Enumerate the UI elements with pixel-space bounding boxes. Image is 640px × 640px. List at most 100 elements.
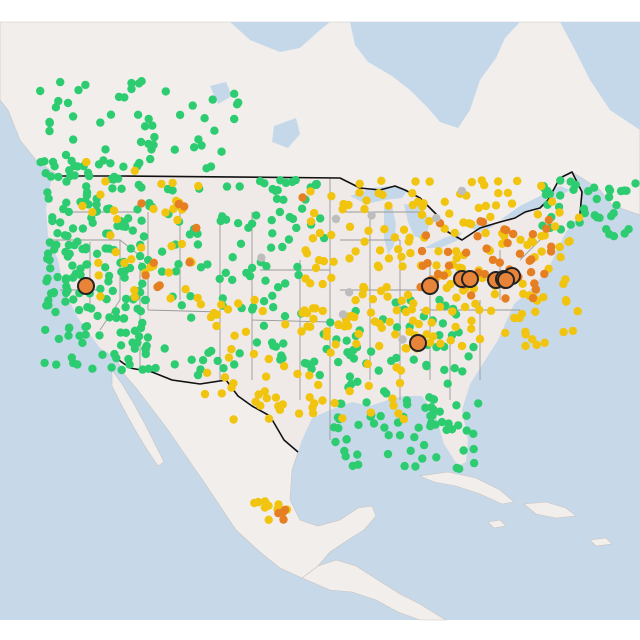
station-point-good[interactable] <box>193 240 203 249</box>
station-point-moderate[interactable] <box>388 394 397 403</box>
station-point-moderate[interactable] <box>130 286 139 295</box>
station-point-good[interactable] <box>45 238 55 247</box>
station-point-moderate[interactable] <box>425 177 434 186</box>
station-point-moderate[interactable] <box>503 188 513 198</box>
station-point-moderate[interactable] <box>327 273 336 282</box>
station-point-good[interactable] <box>54 172 63 182</box>
station-point-good[interactable] <box>400 461 409 471</box>
station-point-good[interactable] <box>259 321 269 330</box>
station-point-moderate[interactable] <box>168 178 177 188</box>
station-point-good[interactable] <box>589 183 599 192</box>
hotspot-marker[interactable] <box>421 277 439 295</box>
station-point-moderate[interactable] <box>364 226 373 235</box>
station-point-good[interactable] <box>108 286 118 296</box>
station-point-good[interactable] <box>177 301 186 310</box>
station-point-offline[interactable] <box>257 253 266 262</box>
station-point-good[interactable] <box>117 365 126 375</box>
station-point-good[interactable] <box>432 453 441 462</box>
station-point-sensitive[interactable] <box>480 269 489 279</box>
station-point-good[interactable] <box>228 275 237 285</box>
station-point-good[interactable] <box>81 80 90 90</box>
station-point-good[interactable] <box>135 158 144 168</box>
station-point-moderate[interactable] <box>432 261 441 270</box>
station-point-moderate[interactable] <box>305 371 314 380</box>
station-point-good[interactable] <box>120 273 129 282</box>
station-point-good[interactable] <box>426 422 435 431</box>
station-point-moderate[interactable] <box>405 327 414 336</box>
station-point-good[interactable] <box>235 349 244 358</box>
station-point-good[interactable] <box>217 147 226 156</box>
station-point-good[interactable] <box>43 274 52 283</box>
station-point-moderate[interactable] <box>261 372 271 381</box>
station-point-moderate[interactable] <box>521 330 530 339</box>
station-point-sensitive[interactable] <box>473 232 482 241</box>
station-point-good[interactable] <box>193 370 203 380</box>
station-point-moderate[interactable] <box>230 331 239 340</box>
station-point-good[interactable] <box>106 159 115 168</box>
station-point-good[interactable] <box>291 175 300 185</box>
station-point-moderate[interactable] <box>250 295 259 305</box>
station-point-moderate[interactable] <box>161 208 170 217</box>
station-point-good[interactable] <box>278 242 287 252</box>
station-point-sensitive[interactable] <box>525 256 534 265</box>
station-point-good[interactable] <box>440 365 449 375</box>
station-point-sensitive[interactable] <box>153 282 162 292</box>
station-point-good[interactable] <box>310 357 319 366</box>
station-point-good[interactable] <box>276 176 285 185</box>
station-point-good[interactable] <box>556 191 565 200</box>
station-point-good[interactable] <box>203 260 212 269</box>
station-point-moderate[interactable] <box>518 279 527 288</box>
station-point-moderate[interactable] <box>457 341 467 351</box>
station-point-moderate[interactable] <box>531 307 540 316</box>
hotspot-marker[interactable] <box>497 271 515 289</box>
station-point-good[interactable] <box>111 307 121 316</box>
station-point-good[interactable] <box>82 191 92 200</box>
station-point-good[interactable] <box>342 435 351 444</box>
station-point-moderate[interactable] <box>539 293 548 302</box>
station-point-moderate[interactable] <box>111 247 121 257</box>
station-point-moderate[interactable] <box>515 313 524 323</box>
station-point-sensitive[interactable] <box>482 244 491 253</box>
station-point-good[interactable] <box>168 186 177 195</box>
station-point-moderate[interactable] <box>120 258 129 268</box>
station-point-moderate[interactable] <box>127 255 136 264</box>
station-point-moderate[interactable] <box>562 297 571 306</box>
station-point-good[interactable] <box>579 204 589 213</box>
station-point-moderate[interactable] <box>435 302 445 312</box>
station-point-moderate[interactable] <box>421 306 431 315</box>
station-point-moderate[interactable] <box>264 354 273 364</box>
station-point-good[interactable] <box>395 431 405 440</box>
station-point-moderate[interactable] <box>319 257 329 266</box>
station-point-good[interactable] <box>297 204 307 213</box>
station-point-good[interactable] <box>316 214 325 223</box>
station-point-moderate[interactable] <box>411 177 420 186</box>
station-point-good[interactable] <box>222 182 232 191</box>
station-point-moderate[interactable] <box>467 177 476 187</box>
station-point-moderate[interactable] <box>106 231 115 240</box>
station-point-good[interactable] <box>428 411 437 420</box>
station-point-moderate[interactable] <box>355 179 364 188</box>
station-point-moderate[interactable] <box>475 334 485 344</box>
station-point-sensitive[interactable] <box>515 249 525 258</box>
station-point-good[interactable] <box>45 117 54 127</box>
station-point-good[interactable] <box>136 307 145 316</box>
station-point-good[interactable] <box>101 145 110 154</box>
station-point-good[interactable] <box>272 194 282 204</box>
station-point-moderate[interactable] <box>338 414 347 423</box>
station-point-moderate[interactable] <box>382 283 391 292</box>
station-point-good[interactable] <box>260 179 269 188</box>
station-point-good[interactable] <box>186 292 195 301</box>
station-point-good[interactable] <box>566 177 575 186</box>
station-point-good[interactable] <box>234 98 243 107</box>
station-point-moderate[interactable] <box>279 362 289 371</box>
station-point-moderate[interactable] <box>394 245 403 254</box>
station-point-good[interactable] <box>556 176 565 185</box>
station-point-good[interactable] <box>83 303 92 312</box>
station-point-good[interactable] <box>138 279 147 288</box>
station-point-good[interactable] <box>342 336 351 345</box>
station-point-good[interactable] <box>148 121 157 130</box>
station-point-good[interactable] <box>68 112 78 121</box>
station-point-moderate[interactable] <box>227 345 236 354</box>
station-point-good[interactable] <box>160 344 169 353</box>
station-point-moderate[interactable] <box>422 330 431 339</box>
